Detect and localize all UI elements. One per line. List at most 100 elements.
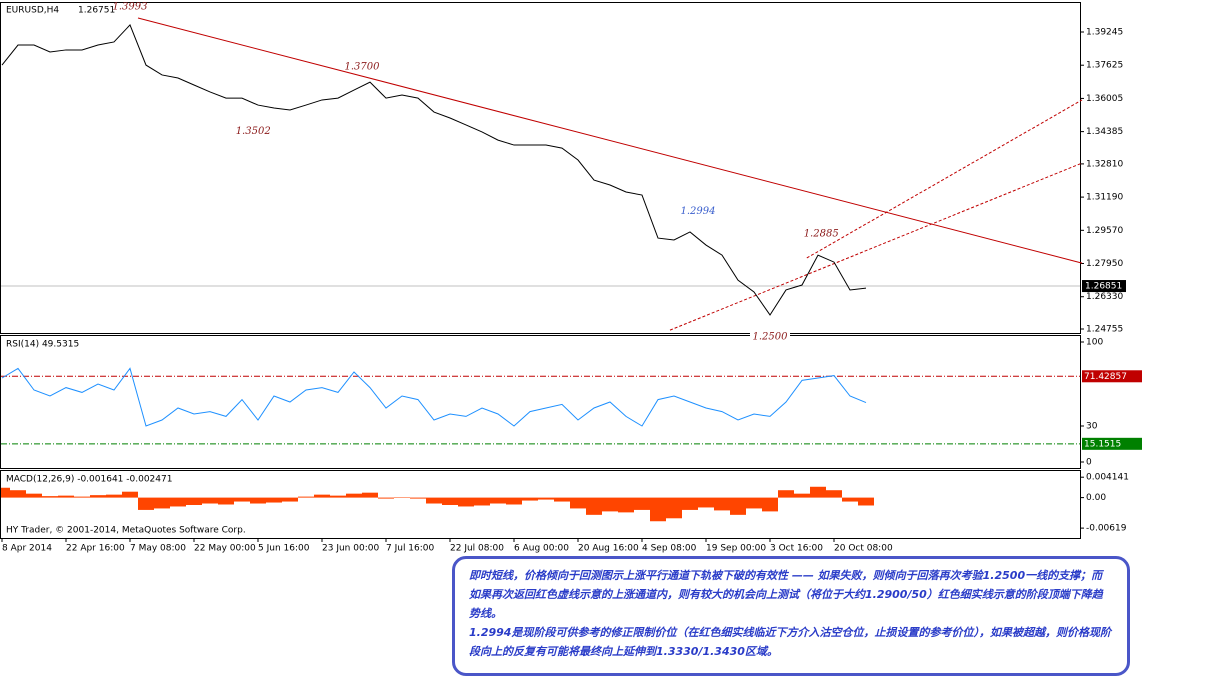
y-tick-label: -0.00619 xyxy=(1086,524,1127,534)
price-annotation: 1.3700 xyxy=(345,62,381,73)
histogram-bar xyxy=(810,486,826,498)
x-tick-label: 22 May 00:00 xyxy=(194,544,256,554)
histogram-bar xyxy=(586,497,602,515)
histogram-bar xyxy=(122,491,138,498)
x-tick-label: 3 Oct 16:00 xyxy=(770,544,823,554)
y-tick-label: 1.27950 xyxy=(1086,259,1123,269)
symbol-title: EURUSD,H4 xyxy=(6,6,59,16)
histogram-bar xyxy=(234,497,250,502)
histogram-bar xyxy=(90,495,106,498)
price-annotation: 1.3502 xyxy=(236,126,271,137)
x-tick-label: 20 Oct 08:00 xyxy=(834,544,893,554)
x-tick-label: 22 Jul 08:00 xyxy=(450,544,504,554)
histogram-bar xyxy=(442,497,458,505)
histogram-bar xyxy=(266,497,282,503)
x-tick-label: 4 Sep 08:00 xyxy=(642,544,697,554)
histogram-bar xyxy=(346,493,362,498)
histogram-bar xyxy=(842,497,858,502)
price-pane xyxy=(0,2,1081,334)
copyright: HY Trader, © 2001-2014, MetaQuotes Softw… xyxy=(6,526,246,536)
x-tick-label: 19 Sep 00:00 xyxy=(706,544,766,554)
x-tick-label: 5 Jun 16:00 xyxy=(258,544,310,554)
histogram-bar xyxy=(538,497,554,500)
histogram-bar xyxy=(746,497,762,509)
y-tick-label: 1.36005 xyxy=(1086,94,1123,104)
histogram-bar xyxy=(362,492,378,498)
histogram-bar xyxy=(506,497,522,505)
y-tick-label: 1.37625 xyxy=(1086,61,1123,71)
chart-window: EURUSD,H4 1.26751 RSI(14) 49.5315 MACD(1… xyxy=(0,1,1142,554)
x-tick-label: 20 Aug 16:00 xyxy=(578,544,639,554)
x-tick-label: 23 Jun 00:00 xyxy=(322,544,379,554)
y-tick-label: 0.00 xyxy=(1086,493,1106,503)
histogram-bar xyxy=(138,497,154,510)
histogram-bar xyxy=(106,494,122,498)
histogram-bar xyxy=(170,497,186,507)
histogram-bar xyxy=(282,497,298,502)
histogram-bar xyxy=(330,495,346,498)
histogram-bar xyxy=(778,490,794,498)
y-tick-label: 100 xyxy=(1086,338,1103,348)
histogram-bar xyxy=(298,496,314,498)
price-annotation: 1.3993 xyxy=(113,1,148,12)
analysis-note: 即时短线，价格倾向于回测图示上涨平行通道下轨被下破的有效性 —— 如果失败，则倾… xyxy=(452,556,1130,676)
y-tick-label: 1.31190 xyxy=(1086,193,1123,203)
note-paragraph: 即时短线，价格倾向于回测图示上涨平行通道下轨被下破的有效性 —— 如果失败，则倾… xyxy=(469,569,1103,620)
histogram-bar xyxy=(154,497,170,509)
trend-line xyxy=(137,17,1083,264)
histogram-bar xyxy=(474,497,490,506)
rsi-title: RSI(14) 49.5315 xyxy=(6,340,79,350)
histogram-bar xyxy=(42,496,58,498)
histogram-bar xyxy=(522,497,538,501)
histogram-bar xyxy=(826,490,842,498)
histogram-bar xyxy=(10,490,26,498)
y-tick-label: 1.24755 xyxy=(1086,325,1123,335)
current-price-label: 1.26851 xyxy=(1085,282,1122,292)
x-tick-label: 6 Aug 00:00 xyxy=(514,544,569,554)
histogram-bar xyxy=(314,494,330,498)
price-annotation: 1.2500 xyxy=(753,331,789,342)
x-tick-label: 7 May 08:00 xyxy=(130,544,186,554)
y-tick-label: 1.29570 xyxy=(1086,226,1123,236)
histogram-bar xyxy=(458,497,474,507)
histogram-bar xyxy=(682,497,698,510)
trend-line xyxy=(806,99,1083,259)
level-tag xyxy=(1082,370,1142,383)
series-line xyxy=(1,367,867,427)
x-tick-label: 7 Jul 16:00 xyxy=(386,544,435,554)
histogram-bar xyxy=(58,495,74,498)
macd-title: MACD(12,26,9) -0.001641 -0.002471 xyxy=(6,475,172,485)
histogram-bar xyxy=(26,493,42,498)
histogram-bar xyxy=(618,497,634,513)
price-annotation: 1.2994 xyxy=(681,206,716,217)
histogram-bar xyxy=(490,497,506,504)
level-label: 15.1515 xyxy=(1084,439,1121,449)
histogram-bar xyxy=(554,497,570,502)
current-price-tag xyxy=(1082,280,1126,293)
x-tick-label: 8 Apr 2014 xyxy=(2,544,52,554)
annotation-bg xyxy=(233,125,274,138)
histogram-bar xyxy=(858,497,874,506)
histogram-bar xyxy=(186,497,202,505)
histogram-bar xyxy=(794,493,810,498)
histogram-bar xyxy=(410,497,426,499)
y-tick-label: 1.34385 xyxy=(1086,127,1123,137)
y-tick-label: 1.26330 xyxy=(1086,292,1123,302)
level-tag xyxy=(1082,437,1142,450)
x-tick-label: 22 Apr 16:00 xyxy=(66,544,125,554)
histogram-bar xyxy=(650,497,666,522)
price-annotation: 1.2885 xyxy=(804,229,839,240)
histogram-bar xyxy=(698,497,714,508)
trend-line xyxy=(669,162,1083,331)
histogram-bar xyxy=(378,497,394,499)
y-tick-label: 30 xyxy=(1086,422,1098,432)
note-paragraph: 1.2994是现阶段可供参考的修正限制价位（在红色细实线临近下方介入沽空仓位，止… xyxy=(469,626,1111,658)
macd-pane xyxy=(0,470,1081,539)
histogram-bar xyxy=(202,497,218,504)
histogram-bar xyxy=(570,497,586,509)
rsi-pane xyxy=(0,335,1081,469)
y-tick-label: 0 xyxy=(1086,458,1092,468)
histogram-bar xyxy=(762,497,778,512)
histogram-bar xyxy=(250,497,266,504)
